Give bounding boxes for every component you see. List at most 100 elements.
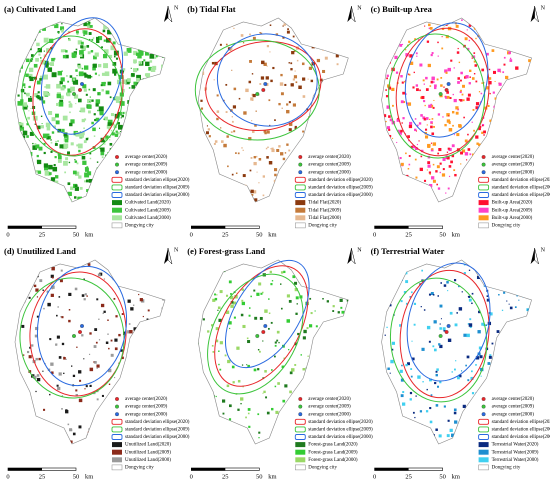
- land-patch: [453, 279, 457, 282]
- land-patch: [441, 36, 443, 38]
- land-patch: [143, 144, 147, 149]
- land-patch: [77, 98, 82, 103]
- legend-swatch: [295, 449, 306, 455]
- land-patch: [229, 404, 232, 408]
- land-patch: [473, 60, 476, 63]
- land-patch: [102, 312, 104, 315]
- land-patch: [294, 70, 296, 72]
- land-patch: [63, 372, 65, 375]
- land-patch: [166, 338, 168, 340]
- land-patch: [439, 162, 442, 165]
- land-patch: [432, 81, 435, 83]
- legend-swatch: [112, 457, 122, 463]
- land-patch: [506, 139, 509, 143]
- land-patch: [419, 260, 423, 265]
- land-patch: [302, 336, 306, 340]
- legend-swatch: [112, 442, 122, 448]
- land-patch: [135, 386, 138, 389]
- land-patch: [86, 166, 89, 168]
- land-patch: [34, 186, 38, 190]
- land-patch: [314, 310, 316, 312]
- land-patch: [17, 69, 21, 73]
- land-patch: [63, 132, 68, 137]
- land-patch: [161, 20, 165, 25]
- land-patch: [141, 19, 147, 25]
- land-patch: [35, 170, 39, 173]
- land-patch: [50, 362, 54, 366]
- scale-label: km: [85, 231, 93, 238]
- land-patch: [150, 114, 153, 117]
- land-patch: [70, 186, 74, 191]
- land-patch: [121, 411, 123, 413]
- land-patch: [20, 125, 23, 128]
- land-patch: [106, 193, 109, 196]
- land-patch: [489, 119, 492, 123]
- land-patch: [457, 81, 460, 84]
- deviation-ellipse: [40, 17, 124, 135]
- land-patch: [485, 22, 489, 26]
- land-patch: [515, 152, 517, 154]
- land-patch: [144, 106, 148, 110]
- land-patch: [439, 344, 443, 349]
- land-patch: [333, 124, 336, 128]
- land-patch: [389, 162, 392, 164]
- land-patch: [222, 412, 225, 415]
- land-patch: [396, 271, 399, 274]
- land-patch: [264, 370, 267, 373]
- land-patch: [469, 318, 472, 321]
- land-patch: [415, 176, 418, 179]
- land-patch: [513, 369, 517, 372]
- land-patch: [138, 18, 144, 23]
- land-patch: [164, 140, 165, 144]
- land-patch: [307, 355, 309, 357]
- land-patch: [114, 185, 120, 191]
- land-patch: [210, 393, 213, 396]
- land-patch: [24, 301, 26, 303]
- land-patch: [531, 22, 532, 24]
- land-patch: [100, 84, 103, 87]
- land-patch: [431, 148, 434, 151]
- land-patch: [310, 388, 314, 392]
- land-patch: [127, 299, 131, 303]
- land-patch: [162, 31, 165, 36]
- land-patch: [133, 68, 138, 73]
- land-patch: [166, 301, 169, 304]
- land-patch: [153, 26, 157, 29]
- deviation-ellipse: [224, 259, 310, 369]
- land-patch: [258, 158, 262, 161]
- land-patch: [15, 152, 21, 158]
- land-patch: [435, 428, 438, 431]
- land-patch: [270, 283, 273, 286]
- legend-label: standard deviation ellipse(2020): [492, 420, 550, 425]
- land-patch: [53, 195, 56, 197]
- deviation-ellipse: [36, 265, 128, 387]
- land-patch: [82, 198, 86, 202]
- land-patch: [232, 381, 235, 384]
- land-patch: [429, 420, 433, 424]
- land-patch: [464, 152, 469, 156]
- land-patch: [426, 169, 428, 171]
- land-patch: [102, 29, 106, 33]
- land-patch: [320, 190, 323, 193]
- land-patch: [405, 280, 409, 284]
- land-patch: [500, 167, 503, 170]
- land-patch: [311, 147, 315, 151]
- land-patch: [137, 90, 142, 95]
- land-patch: [522, 22, 525, 24]
- land-patch: [34, 123, 36, 125]
- land-patch: [471, 121, 473, 123]
- land-patch: [67, 88, 72, 93]
- land-patch: [460, 79, 462, 82]
- land-patch: [72, 78, 76, 81]
- deviation-ellipse: [395, 27, 490, 157]
- land-patch: [198, 52, 200, 55]
- legend-ellipse: [478, 184, 490, 191]
- land-patch: [386, 326, 388, 329]
- land-patch: [388, 134, 392, 138]
- land-patch: [469, 76, 471, 78]
- land-patch: [457, 47, 459, 50]
- land-patch: [400, 425, 404, 429]
- land-patch: [201, 155, 203, 157]
- land-patch: [414, 128, 417, 132]
- legend-label: average center(2009): [492, 163, 535, 168]
